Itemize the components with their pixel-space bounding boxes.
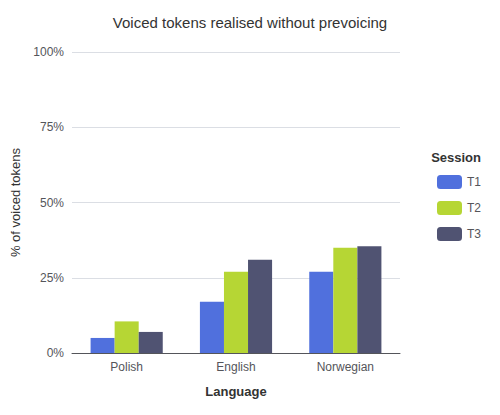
svg-text:0%: 0% <box>47 346 65 360</box>
svg-text:% of voiced tokens: % of voiced tokens <box>8 147 23 257</box>
svg-text:25%: 25% <box>40 271 64 285</box>
svg-text:75%: 75% <box>40 120 64 134</box>
svg-text:Session: Session <box>431 150 481 165</box>
svg-text:Polish: Polish <box>110 360 143 374</box>
svg-text:50%: 50% <box>40 196 64 210</box>
svg-text:Language: Language <box>205 384 266 399</box>
svg-text:Norwegian: Norwegian <box>317 360 374 374</box>
svg-text:T2: T2 <box>467 201 481 215</box>
svg-text:100%: 100% <box>33 45 64 59</box>
svg-text:T3: T3 <box>467 227 481 241</box>
svg-text:Voiced tokens realised without: Voiced tokens realised without prevoicin… <box>113 14 387 31</box>
svg-text:English: English <box>216 360 255 374</box>
svg-text:T1: T1 <box>467 175 481 189</box>
